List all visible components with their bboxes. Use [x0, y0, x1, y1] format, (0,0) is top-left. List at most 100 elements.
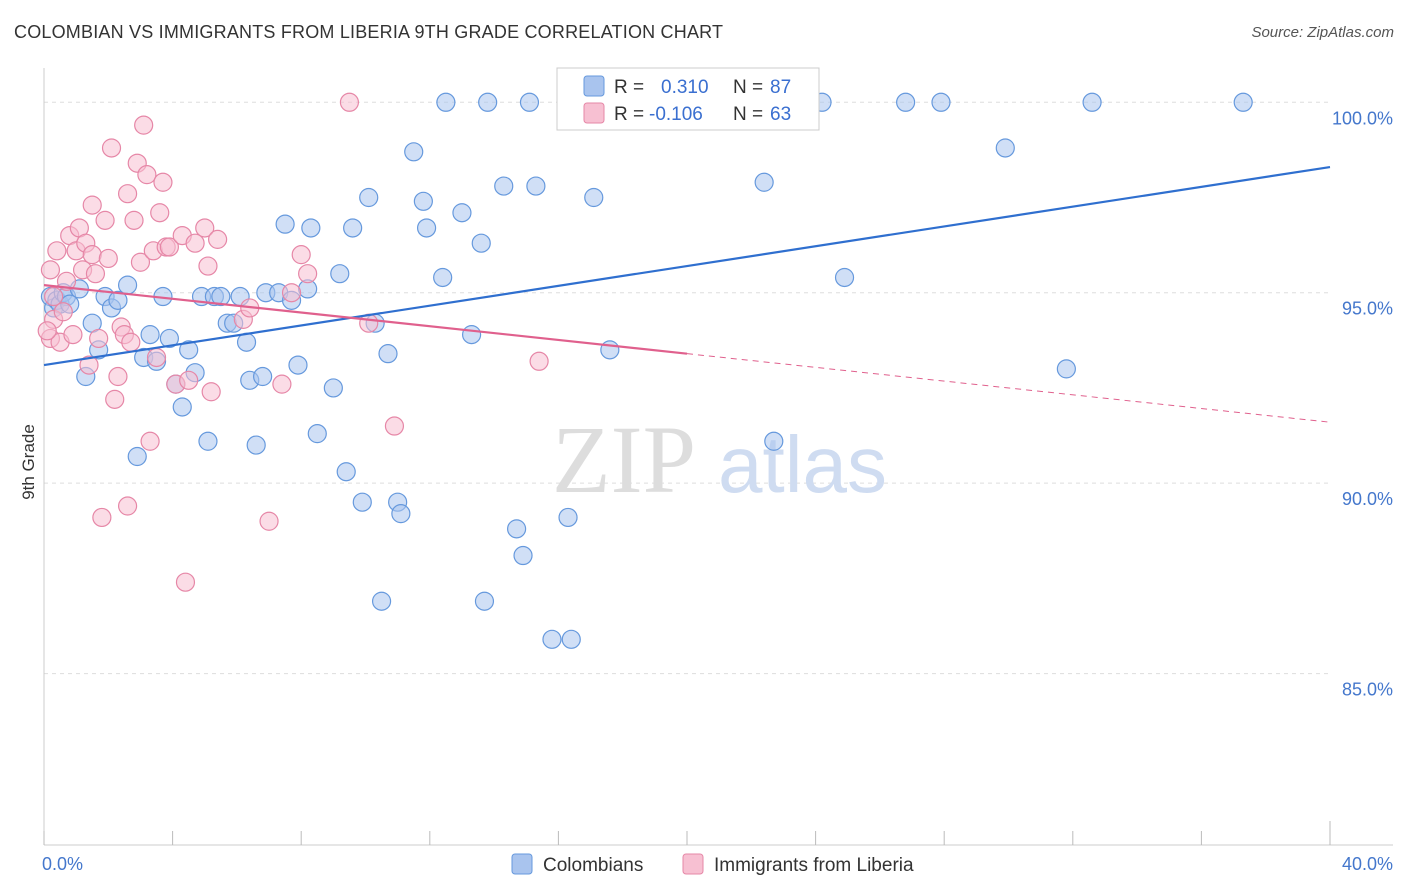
point-series0-65: [494, 176, 514, 196]
point-series0-75: [600, 340, 620, 360]
point-series1-53: [259, 511, 279, 531]
point-series1-41: [159, 237, 179, 257]
point-series0-13: [108, 290, 128, 310]
point-series1-49: [201, 382, 221, 402]
point-series1-54: [272, 374, 292, 394]
point-series1-56: [291, 245, 311, 265]
point-series1-23: [105, 389, 125, 409]
point-series0-71: [558, 507, 578, 528]
point-series0-42: [301, 218, 321, 238]
point-series0-69: [526, 176, 546, 196]
x-tick-label-1: 40.0%: [1342, 854, 1393, 874]
point-series1-33: [134, 115, 154, 135]
point-series0-54: [391, 504, 411, 524]
point-series1-38: [150, 203, 170, 223]
point-series0-57: [416, 218, 437, 238]
point-series1-60: [384, 416, 405, 436]
axes: [43, 68, 1393, 846]
legend-r-value-colombians: 0.310: [661, 77, 709, 98]
point-series1-4: [47, 241, 67, 261]
point-series0-79: [764, 431, 784, 451]
point-series1-24: [108, 366, 128, 387]
point-series1-22: [101, 138, 122, 158]
bottom-legend-swatch-liberia: [682, 853, 704, 875]
point-series0-58: [433, 267, 453, 288]
point-series1-48: [198, 256, 218, 276]
point-series0-64: [478, 92, 498, 112]
watermark: ZIP atlas: [552, 406, 887, 513]
point-series0-63: [474, 591, 495, 611]
point-series1-6: [53, 302, 73, 322]
point-series0-22: [172, 397, 192, 417]
watermark-zip: ZIP: [552, 406, 696, 513]
point-series0-28: [211, 286, 231, 307]
point-series0-35: [253, 366, 273, 387]
y-tick-label-2: 90.0%: [1342, 489, 1393, 509]
point-series1-19: [92, 507, 112, 528]
legend: R = 0.310 N = 87 R = -0.106 N = 63: [556, 67, 820, 131]
source-credit: Source: ZipAtlas.com: [1251, 24, 1394, 41]
point-series0-44: [323, 378, 343, 398]
point-series1-21: [98, 248, 118, 269]
point-series0-14: [117, 275, 138, 295]
point-series0-61: [461, 325, 482, 345]
bottom-legend: Colombians Immigrants from Liberia: [511, 853, 914, 876]
point-series0-40: [288, 355, 308, 375]
point-series0-51: [371, 591, 392, 611]
point-series0-72: [561, 629, 581, 649]
y-tick-label-3: 85.0%: [1342, 680, 1393, 700]
point-series1-39: [153, 172, 173, 192]
chart-title: COLOMBIAN VS IMMIGRANTS FROM LIBERIA 9TH…: [14, 22, 724, 42]
point-series1-15: [82, 245, 102, 265]
point-series0-56: [413, 191, 433, 211]
point-series0-15: [127, 446, 147, 467]
bottom-legend-label-colombians: Colombians: [543, 855, 643, 876]
legend-n-value-colombians: 87: [770, 77, 791, 98]
point-series1-35: [140, 431, 160, 451]
point-series1-30: [124, 210, 144, 230]
point-series1-50: [208, 229, 228, 249]
point-series1-37: [146, 347, 167, 368]
bottom-legend-label-liberia: Immigrants from Liberia: [714, 855, 914, 876]
y-tick-labels: 100.0% 95.0% 90.0% 85.0%: [1332, 108, 1393, 699]
point-series1-57: [298, 264, 318, 284]
point-series1-29: [121, 332, 141, 352]
point-series0-82: [896, 92, 916, 112]
point-series0-60: [452, 203, 472, 223]
point-series0-84: [995, 138, 1015, 158]
point-series1-45: [179, 370, 199, 390]
point-series1-32: [130, 252, 151, 272]
trend-line-series0: [43, 165, 1331, 367]
y-tick-label-0: 100.0%: [1332, 108, 1393, 128]
x-tick-labels: 0.0% 40.0%: [42, 854, 1393, 874]
point-series0-49: [359, 187, 379, 208]
point-series1-61: [529, 351, 549, 371]
point-series0-67: [513, 545, 533, 566]
point-series1-44: [175, 572, 196, 592]
data-points: [37, 92, 1253, 649]
point-series0-85: [1056, 359, 1076, 379]
point-series1-18: [89, 328, 109, 349]
point-series0-68: [519, 92, 540, 112]
point-series1-7: [56, 271, 77, 291]
legend-r-value-liberia: -0.106: [649, 104, 703, 125]
point-series1-17: [85, 264, 106, 284]
point-series0-38: [275, 214, 295, 234]
point-series0-62: [471, 233, 491, 253]
point-series0-83: [931, 92, 951, 112]
bottom-legend-swatch-colombians: [511, 853, 533, 875]
point-series0-74: [584, 187, 604, 208]
point-series0-55: [404, 142, 424, 162]
point-series0-81: [834, 267, 855, 288]
point-series1-2: [44, 286, 64, 307]
point-series1-58: [339, 92, 360, 112]
point-series0-26: [198, 431, 218, 451]
legend-n-label-liberia: N =: [733, 104, 763, 125]
point-series1-62: [37, 321, 57, 341]
legend-n-value-liberia: 63: [770, 104, 791, 125]
point-series0-52: [378, 344, 398, 364]
legend-r-label-liberia: R =: [614, 104, 644, 125]
point-series0-66: [507, 519, 527, 539]
point-series1-0: [40, 260, 61, 280]
